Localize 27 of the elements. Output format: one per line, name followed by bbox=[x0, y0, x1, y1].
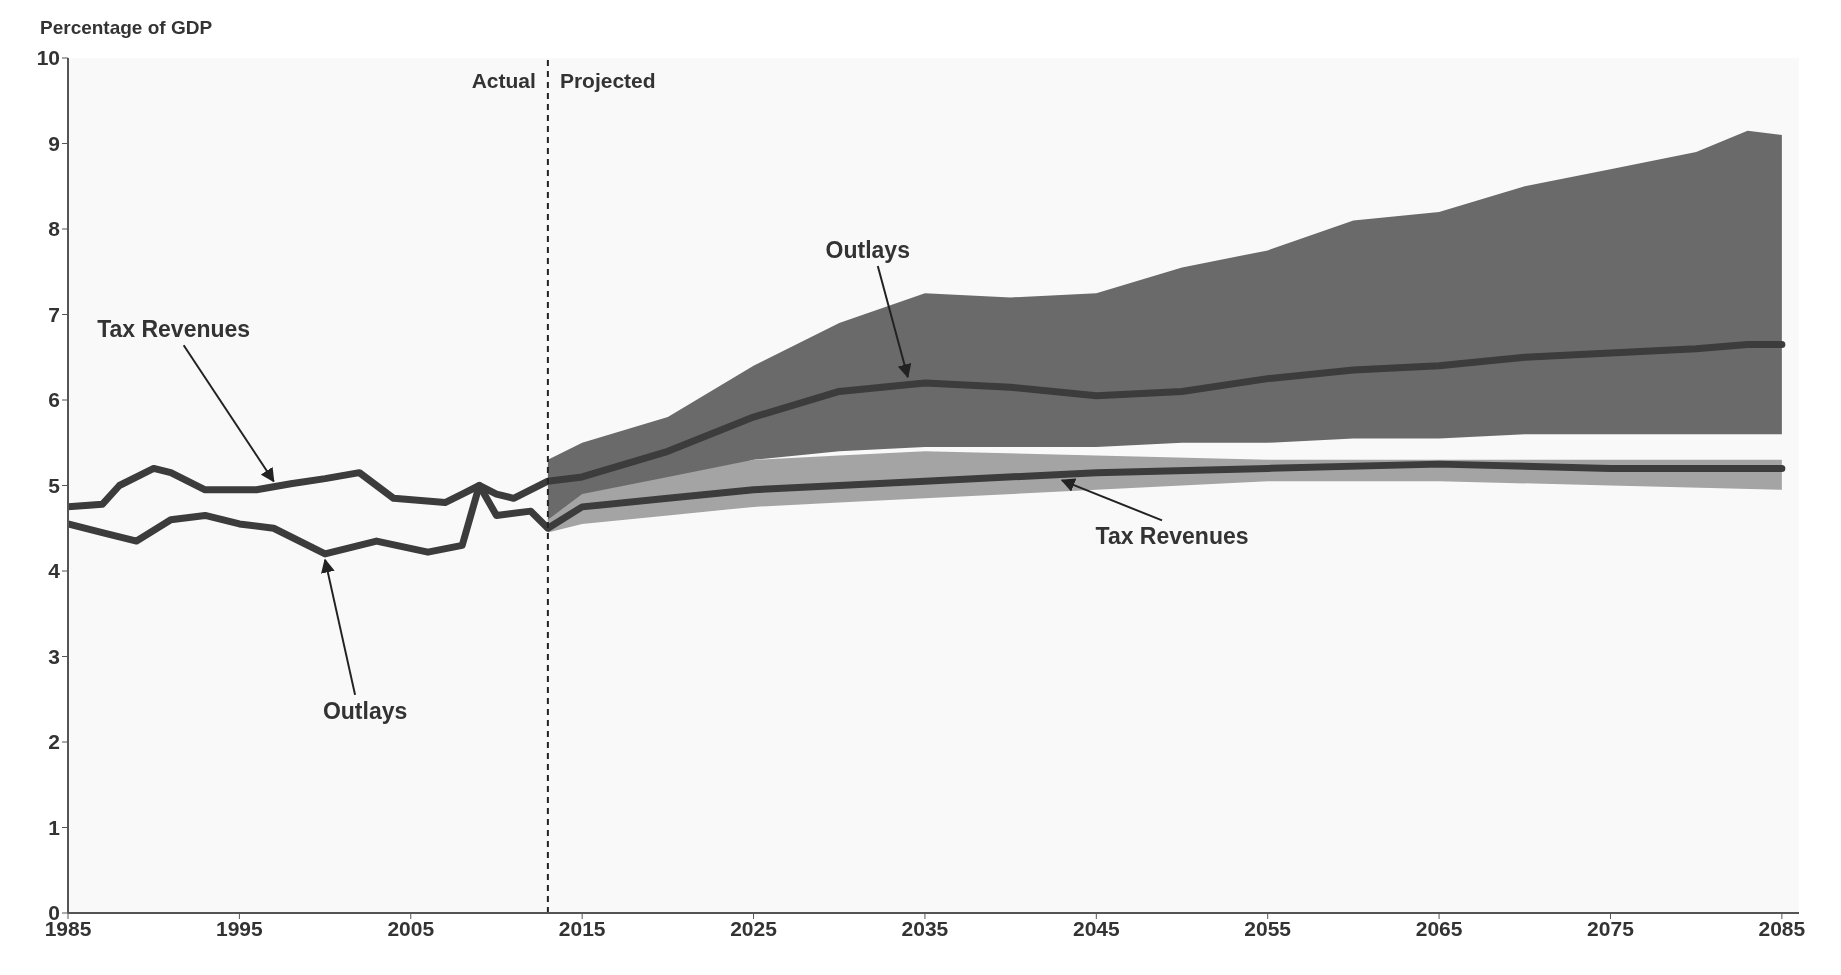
annotation: Actual bbox=[471, 69, 536, 92]
x-tick-label: 2055 bbox=[1244, 916, 1292, 940]
y-tick-label: 6 bbox=[48, 388, 60, 412]
y-axis-title: Percentage of GDP bbox=[40, 17, 213, 38]
x-tick-label: 2085 bbox=[1758, 916, 1806, 940]
x-tick-label: 2035 bbox=[901, 916, 949, 940]
y-tick-label: 2 bbox=[48, 730, 60, 754]
y-tick-label: 8 bbox=[48, 217, 61, 241]
y-tick-label: 1 bbox=[48, 815, 61, 839]
annotation: Outlays bbox=[322, 697, 408, 724]
y-tick-label: 4 bbox=[48, 559, 61, 583]
x-tick-label: 2025 bbox=[730, 916, 778, 940]
x-tick-label: 2005 bbox=[387, 916, 435, 940]
x-tick-label: 2045 bbox=[1072, 916, 1120, 940]
y-tick-label: 9 bbox=[48, 131, 60, 155]
x-tick-label: 1995 bbox=[216, 916, 264, 940]
y-tick-label: 5 bbox=[48, 473, 61, 497]
x-tick-label: 2075 bbox=[1587, 916, 1635, 940]
x-tick-label: 2015 bbox=[558, 916, 606, 940]
annotation: Outlays bbox=[825, 236, 910, 263]
y-tick-label: 3 bbox=[48, 644, 60, 668]
annotation: Projected bbox=[559, 69, 656, 92]
x-tick-label: 2065 bbox=[1415, 916, 1463, 940]
annotation: Tax Revenues bbox=[1095, 523, 1249, 550]
y-tick-label: 10 bbox=[36, 46, 60, 70]
y-tick-label: 7 bbox=[48, 302, 60, 326]
annotation: Tax Revenues bbox=[97, 316, 251, 343]
